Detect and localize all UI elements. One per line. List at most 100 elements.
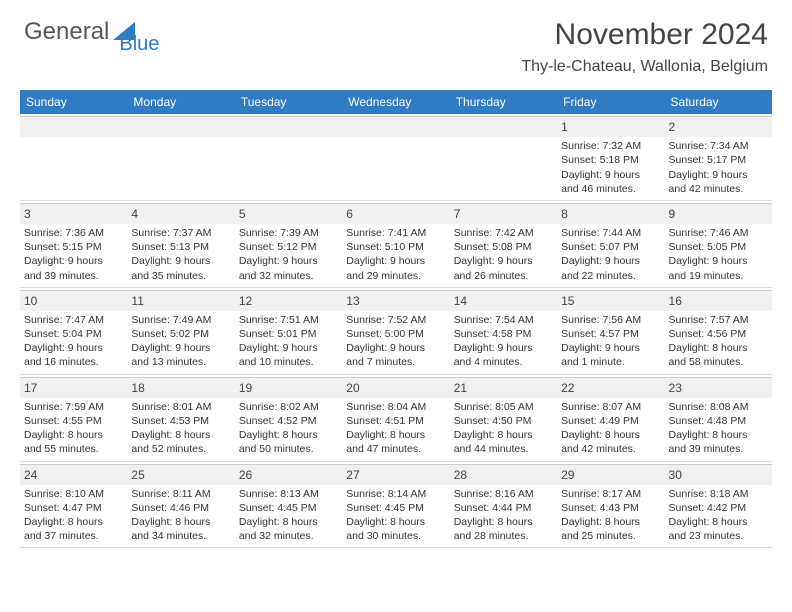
daylight-line-1: Daylight: 8 hours [24, 428, 123, 442]
sunset-line: Sunset: 4:47 PM [24, 501, 123, 515]
sunset-line: Sunset: 5:15 PM [24, 240, 123, 254]
date-number: 18 [127, 377, 234, 398]
brand-part1: General [24, 18, 109, 46]
daylight-line-1: Daylight: 9 hours [24, 341, 123, 355]
location-subtitle: Thy-le-Chateau, Wallonia, Belgium [521, 58, 768, 76]
calendar-cell: . [20, 114, 127, 200]
month-title: November 2024 [521, 18, 768, 52]
daylight-line-1: Daylight: 9 hours [131, 341, 230, 355]
sunset-line: Sunset: 4:49 PM [561, 414, 660, 428]
daylight-line-2: and 29 minutes. [346, 269, 445, 283]
daylight-line-2: and 25 minutes. [561, 529, 660, 543]
calendar-cell: 7Sunrise: 7:42 AMSunset: 5:08 PMDaylight… [450, 201, 557, 287]
sunrise-line: Sunrise: 7:57 AM [669, 313, 768, 327]
daylight-line-1: Daylight: 8 hours [239, 428, 338, 442]
weekday-header: Tuesday [235, 90, 342, 114]
daylight-line-2: and 13 minutes. [131, 355, 230, 369]
daylight-line-1: Daylight: 8 hours [131, 428, 230, 442]
daylight-line-1: Daylight: 9 hours [346, 254, 445, 268]
daylight-line-2: and 37 minutes. [24, 529, 123, 543]
calendar-cell: 12Sunrise: 7:51 AMSunset: 5:01 PMDayligh… [235, 288, 342, 374]
daylight-line-2: and 28 minutes. [454, 529, 553, 543]
calendar-cell: 24Sunrise: 8:10 AMSunset: 4:47 PMDayligh… [20, 462, 127, 548]
sunset-line: Sunset: 4:45 PM [239, 501, 338, 515]
sunrise-line: Sunrise: 8:07 AM [561, 400, 660, 414]
calendar-cell: 10Sunrise: 7:47 AMSunset: 5:04 PMDayligh… [20, 288, 127, 374]
sunset-line: Sunset: 4:48 PM [669, 414, 768, 428]
sunset-line: Sunset: 4:46 PM [131, 501, 230, 515]
daylight-line-1: Daylight: 8 hours [239, 515, 338, 529]
calendar-week: 17Sunrise: 7:59 AMSunset: 4:55 PMDayligh… [20, 375, 772, 462]
daylight-line-1: Daylight: 8 hours [669, 341, 768, 355]
page-header: General Blue November 2024 Thy-le-Chatea… [0, 0, 792, 80]
date-number: 13 [342, 290, 449, 311]
sunset-line: Sunset: 4:58 PM [454, 327, 553, 341]
weekday-header: Thursday [450, 90, 557, 114]
weekday-header: Wednesday [342, 90, 449, 114]
sunrise-line: Sunrise: 8:10 AM [24, 487, 123, 501]
sunset-line: Sunset: 5:07 PM [561, 240, 660, 254]
brand-part2: Blue [119, 33, 159, 56]
daylight-line-2: and 42 minutes. [561, 442, 660, 456]
date-number: 5 [235, 203, 342, 224]
sunrise-line: Sunrise: 7:44 AM [561, 226, 660, 240]
sunset-line: Sunset: 5:12 PM [239, 240, 338, 254]
calendar: Sunday Monday Tuesday Wednesday Thursday… [20, 90, 772, 548]
date-number: . [235, 116, 342, 137]
daylight-line-2: and 44 minutes. [454, 442, 553, 456]
daylight-line-2: and 42 minutes. [669, 182, 768, 196]
daylight-line-2: and 32 minutes. [239, 529, 338, 543]
date-number: 2 [665, 116, 772, 137]
sunrise-line: Sunrise: 8:02 AM [239, 400, 338, 414]
sunrise-line: Sunrise: 7:56 AM [561, 313, 660, 327]
date-number: 16 [665, 290, 772, 311]
calendar-cell: 30Sunrise: 8:18 AMSunset: 4:42 PMDayligh… [665, 462, 772, 548]
daylight-line-2: and 7 minutes. [346, 355, 445, 369]
sunset-line: Sunset: 5:17 PM [669, 153, 768, 167]
calendar-cell: . [450, 114, 557, 200]
sunrise-line: Sunrise: 7:39 AM [239, 226, 338, 240]
daylight-line-2: and 52 minutes. [131, 442, 230, 456]
date-number: 19 [235, 377, 342, 398]
calendar-cell: 17Sunrise: 7:59 AMSunset: 4:55 PMDayligh… [20, 375, 127, 461]
sunset-line: Sunset: 5:02 PM [131, 327, 230, 341]
sunset-line: Sunset: 4:52 PM [239, 414, 338, 428]
daylight-line-1: Daylight: 9 hours [561, 168, 660, 182]
daylight-line-2: and 46 minutes. [561, 182, 660, 196]
calendar-cell: 9Sunrise: 7:46 AMSunset: 5:05 PMDaylight… [665, 201, 772, 287]
daylight-line-1: Daylight: 9 hours [561, 254, 660, 268]
calendar-cell: 13Sunrise: 7:52 AMSunset: 5:00 PMDayligh… [342, 288, 449, 374]
calendar-cell: 1Sunrise: 7:32 AMSunset: 5:18 PMDaylight… [557, 114, 664, 200]
daylight-line-2: and 47 minutes. [346, 442, 445, 456]
sunrise-line: Sunrise: 8:04 AM [346, 400, 445, 414]
sunrise-line: Sunrise: 7:54 AM [454, 313, 553, 327]
weeks-container: .....1Sunrise: 7:32 AMSunset: 5:18 PMDay… [20, 114, 772, 548]
daylight-line-2: and 16 minutes. [24, 355, 123, 369]
date-number: 30 [665, 464, 772, 485]
title-block: November 2024 Thy-le-Chateau, Wallonia, … [521, 18, 768, 76]
date-number: 1 [557, 116, 664, 137]
date-number: 27 [342, 464, 449, 485]
daylight-line-1: Daylight: 9 hours [346, 341, 445, 355]
sunrise-line: Sunrise: 8:11 AM [131, 487, 230, 501]
calendar-week: 3Sunrise: 7:36 AMSunset: 5:15 PMDaylight… [20, 201, 772, 288]
sunrise-line: Sunrise: 7:49 AM [131, 313, 230, 327]
date-number: 14 [450, 290, 557, 311]
sunset-line: Sunset: 4:43 PM [561, 501, 660, 515]
sunset-line: Sunset: 4:57 PM [561, 327, 660, 341]
date-number: 17 [20, 377, 127, 398]
date-number: 6 [342, 203, 449, 224]
calendar-cell: 26Sunrise: 8:13 AMSunset: 4:45 PMDayligh… [235, 462, 342, 548]
daylight-line-1: Daylight: 8 hours [24, 515, 123, 529]
calendar-cell: 28Sunrise: 8:16 AMSunset: 4:44 PMDayligh… [450, 462, 557, 548]
sunrise-line: Sunrise: 7:52 AM [346, 313, 445, 327]
brand-logo: General Blue [24, 18, 177, 46]
calendar-cell: 6Sunrise: 7:41 AMSunset: 5:10 PMDaylight… [342, 201, 449, 287]
daylight-line-1: Daylight: 8 hours [131, 515, 230, 529]
sunset-line: Sunset: 5:13 PM [131, 240, 230, 254]
daylight-line-2: and 39 minutes. [669, 442, 768, 456]
date-number: 12 [235, 290, 342, 311]
date-number: . [450, 116, 557, 137]
date-number: 23 [665, 377, 772, 398]
weekday-header-row: Sunday Monday Tuesday Wednesday Thursday… [20, 90, 772, 114]
